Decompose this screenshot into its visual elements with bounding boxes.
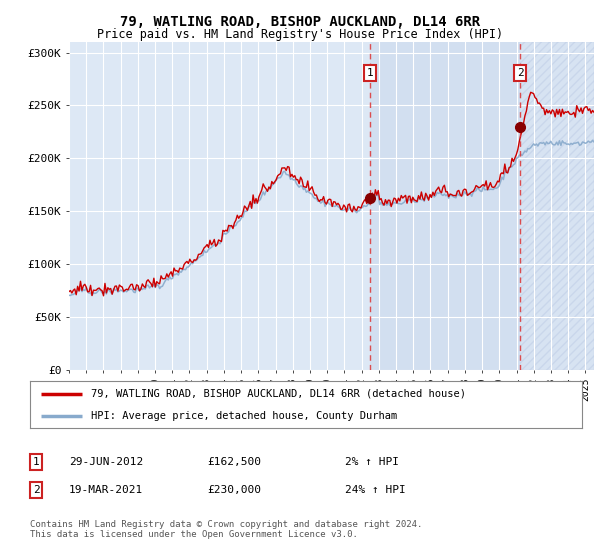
Text: £230,000: £230,000	[207, 485, 261, 495]
Text: 29-JUN-2012: 29-JUN-2012	[69, 457, 143, 467]
Bar	[69, 42, 370, 370]
Text: 1: 1	[367, 68, 373, 78]
Text: £162,500: £162,500	[207, 457, 261, 467]
Bar	[520, 42, 594, 370]
Text: 79, WATLING ROAD, BISHOP AUCKLAND, DL14 6RR (detached house): 79, WATLING ROAD, BISHOP AUCKLAND, DL14 …	[91, 389, 466, 399]
Text: Price paid vs. HM Land Registry's House Price Index (HPI): Price paid vs. HM Land Registry's House …	[97, 28, 503, 41]
Text: 1: 1	[32, 457, 40, 467]
Text: 19-MAR-2021: 19-MAR-2021	[69, 485, 143, 495]
Text: Contains HM Land Registry data © Crown copyright and database right 2024.
This d: Contains HM Land Registry data © Crown c…	[30, 520, 422, 539]
Text: 2: 2	[517, 68, 524, 78]
Text: 79, WATLING ROAD, BISHOP AUCKLAND, DL14 6RR: 79, WATLING ROAD, BISHOP AUCKLAND, DL14 …	[120, 15, 480, 29]
Bar	[370, 42, 520, 370]
Text: HPI: Average price, detached house, County Durham: HPI: Average price, detached house, Coun…	[91, 410, 397, 421]
Text: 2% ↑ HPI: 2% ↑ HPI	[345, 457, 399, 467]
Text: 2: 2	[32, 485, 40, 495]
Text: 24% ↑ HPI: 24% ↑ HPI	[345, 485, 406, 495]
